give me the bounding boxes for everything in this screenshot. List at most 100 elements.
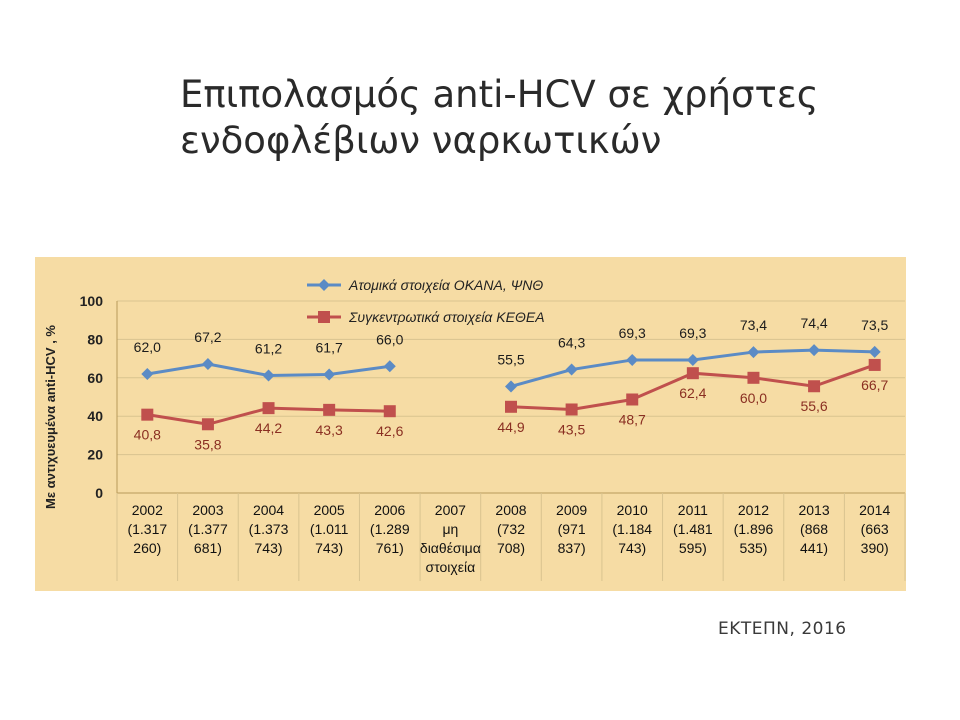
slide-title-line-1: Επιπολασμός anti-HCV σε χρήστες — [180, 73, 819, 116]
x-category-label-2006: 2006 (1.289 761) — [370, 502, 410, 556]
source-citation: ΕΚΤΕΠΝ, 2016 — [718, 619, 847, 639]
line-chart: 0 20 40 60 80 100 2002 (1.317 260) 2003 (1.377 681)… — [43, 277, 906, 581]
y-tick-label-80: 80 — [87, 331, 103, 347]
category-label-line: 2009 — [556, 502, 587, 518]
series-2-point-10 — [747, 371, 760, 384]
x-category-label-2013: 2013 (868 441) — [798, 502, 829, 556]
series-1-point-9 — [686, 353, 699, 366]
y-tick-label-20: 20 — [87, 447, 103, 463]
series-1-data-label-7: 64,3 — [558, 335, 585, 351]
category-label-line: (1.896 — [734, 521, 774, 537]
x-category-label-2011: 2011 (1.481 595) — [673, 502, 713, 556]
series-1-data-label-8: 69,3 — [619, 325, 646, 341]
category-label-line: (1.317 — [127, 521, 167, 537]
category-label-line: 441) — [800, 540, 828, 556]
series-2-point-8 — [626, 393, 639, 406]
series-2-data-label-11: 55,6 — [800, 398, 827, 414]
x-category-label-2004: 2004 (1.373 743) — [249, 502, 289, 556]
series-2-data-label-0: 40,8 — [134, 427, 161, 443]
series-2-data-label-6: 44,9 — [497, 419, 524, 435]
series-2-point-3 — [323, 403, 336, 416]
category-label-line: (1.373 — [249, 521, 289, 537]
x-category-label-2008: 2008 (732 708) — [495, 502, 526, 556]
category-label-line: 2011 — [678, 502, 708, 518]
category-label-line: 260) — [133, 540, 161, 556]
category-label-line: 2004 — [253, 502, 284, 518]
category-label-line: 837) — [558, 540, 586, 556]
series-1-point-11 — [808, 344, 821, 357]
series-1-data-label-2: 61,2 — [255, 340, 282, 356]
category-label-line: 2012 — [738, 502, 769, 518]
series-2-data-label-7: 43,5 — [558, 421, 585, 437]
series-1-point-3 — [323, 368, 336, 381]
category-label-line: 681) — [194, 540, 222, 556]
category-label-line: 2008 — [495, 502, 526, 518]
category-label-line: 2002 — [132, 502, 163, 518]
series-1-point-12 — [868, 345, 881, 358]
category-label-line: (1.011 — [310, 521, 349, 537]
x-category-label-2010: 2010 (1.184 743) — [612, 502, 652, 556]
category-label-line: 743) — [618, 540, 646, 556]
series-1-data-label-12: 73,5 — [861, 317, 888, 333]
legend-entry-2: Συγκεντρωτικά στοιχεία ΚΕΘΕΑ — [348, 309, 545, 325]
series-1-data-label-1: 67,2 — [194, 329, 221, 345]
series-1-point-4 — [383, 360, 396, 373]
category-label-line: 761) — [376, 540, 404, 556]
series-2-data-label-2: 44,2 — [255, 420, 282, 436]
category-label-line: 2010 — [617, 502, 648, 518]
series-2-point-7 — [565, 403, 578, 416]
series-2-data-label-12: 66,7 — [861, 377, 888, 393]
series-2-point-2 — [262, 402, 275, 415]
series-2-data-label-10: 60,0 — [740, 390, 767, 406]
y-tick-label-60: 60 — [87, 370, 103, 386]
series-2-data-label-8: 48,7 — [619, 411, 646, 427]
category-label-line: 595) — [679, 540, 707, 556]
category-label-line: (1.481 — [673, 521, 713, 537]
x-category-label-2012: 2012 (1.896 535) — [734, 502, 774, 556]
category-label-line: 708) — [497, 540, 525, 556]
x-category-label-2002: 2002 (1.317 260) — [127, 502, 167, 556]
category-label-line: 2014 — [859, 502, 890, 518]
category-label-line: 390) — [861, 540, 889, 556]
chart-panel: 0 20 40 60 80 100 2002 (1.317 260) 2003 (1.377 681)… — [35, 257, 906, 591]
series-2-point-1 — [201, 418, 214, 431]
legend-marker-2 — [318, 311, 330, 323]
x-category-label-2003: 2003 (1.377 681) — [188, 502, 228, 556]
series-1-point-6 — [505, 380, 517, 393]
x-category-label-2014: 2014 (663 390) — [859, 502, 890, 556]
category-label-line: (1.377 — [188, 521, 228, 537]
x-category-label-2005: 2005 (1.011 743) — [310, 502, 349, 556]
series-2-data-label-1: 35,8 — [194, 436, 221, 452]
series-1-data-label-10: 73,4 — [740, 317, 767, 333]
series-2-point-6 — [505, 400, 517, 413]
y-tick-label-0: 0 — [95, 485, 103, 501]
series-2-data-label-3: 43,3 — [316, 422, 343, 438]
series-1-point-10 — [747, 346, 760, 359]
series-1-data-label-4: 66,0 — [376, 331, 403, 347]
series-2-point-9 — [686, 367, 699, 380]
category-label-line: (1.289 — [370, 521, 410, 537]
series-2-data-label-4: 42,6 — [376, 423, 403, 439]
category-label-line: (1.184 — [612, 521, 652, 537]
series-1-data-label-6: 55,5 — [497, 351, 524, 367]
series-1-data-label-11: 74,4 — [800, 315, 827, 331]
category-label-line: 743) — [255, 540, 283, 556]
series-2-point-11 — [808, 380, 821, 393]
series-2-data-label-9: 62,4 — [679, 385, 706, 401]
category-label-line: 2007 — [435, 502, 466, 518]
series-2-point-4 — [383, 405, 396, 418]
category-label-line: (732 — [497, 521, 525, 537]
series-1-point-1 — [201, 357, 214, 370]
x-category-label-2009: 2009 (971 837) — [556, 502, 587, 556]
y-tick-label-40: 40 — [87, 408, 103, 424]
category-label-line: 2003 — [192, 502, 223, 518]
category-label-line: (971 — [558, 521, 586, 537]
series-1-point-2 — [262, 369, 275, 382]
series-2-point-0 — [141, 408, 154, 421]
category-label-line: 2013 — [798, 502, 829, 518]
series-1-data-label-0: 62,0 — [134, 339, 161, 355]
category-label-line: (663 — [861, 521, 889, 537]
slide-title-line-2: ενδοφλέβιων ναρκωτικών — [180, 119, 662, 162]
y-axis-label: Με αντιχυευμένα anti-HCV , % — [43, 325, 58, 509]
category-label-line: στοιχεία — [426, 559, 476, 575]
